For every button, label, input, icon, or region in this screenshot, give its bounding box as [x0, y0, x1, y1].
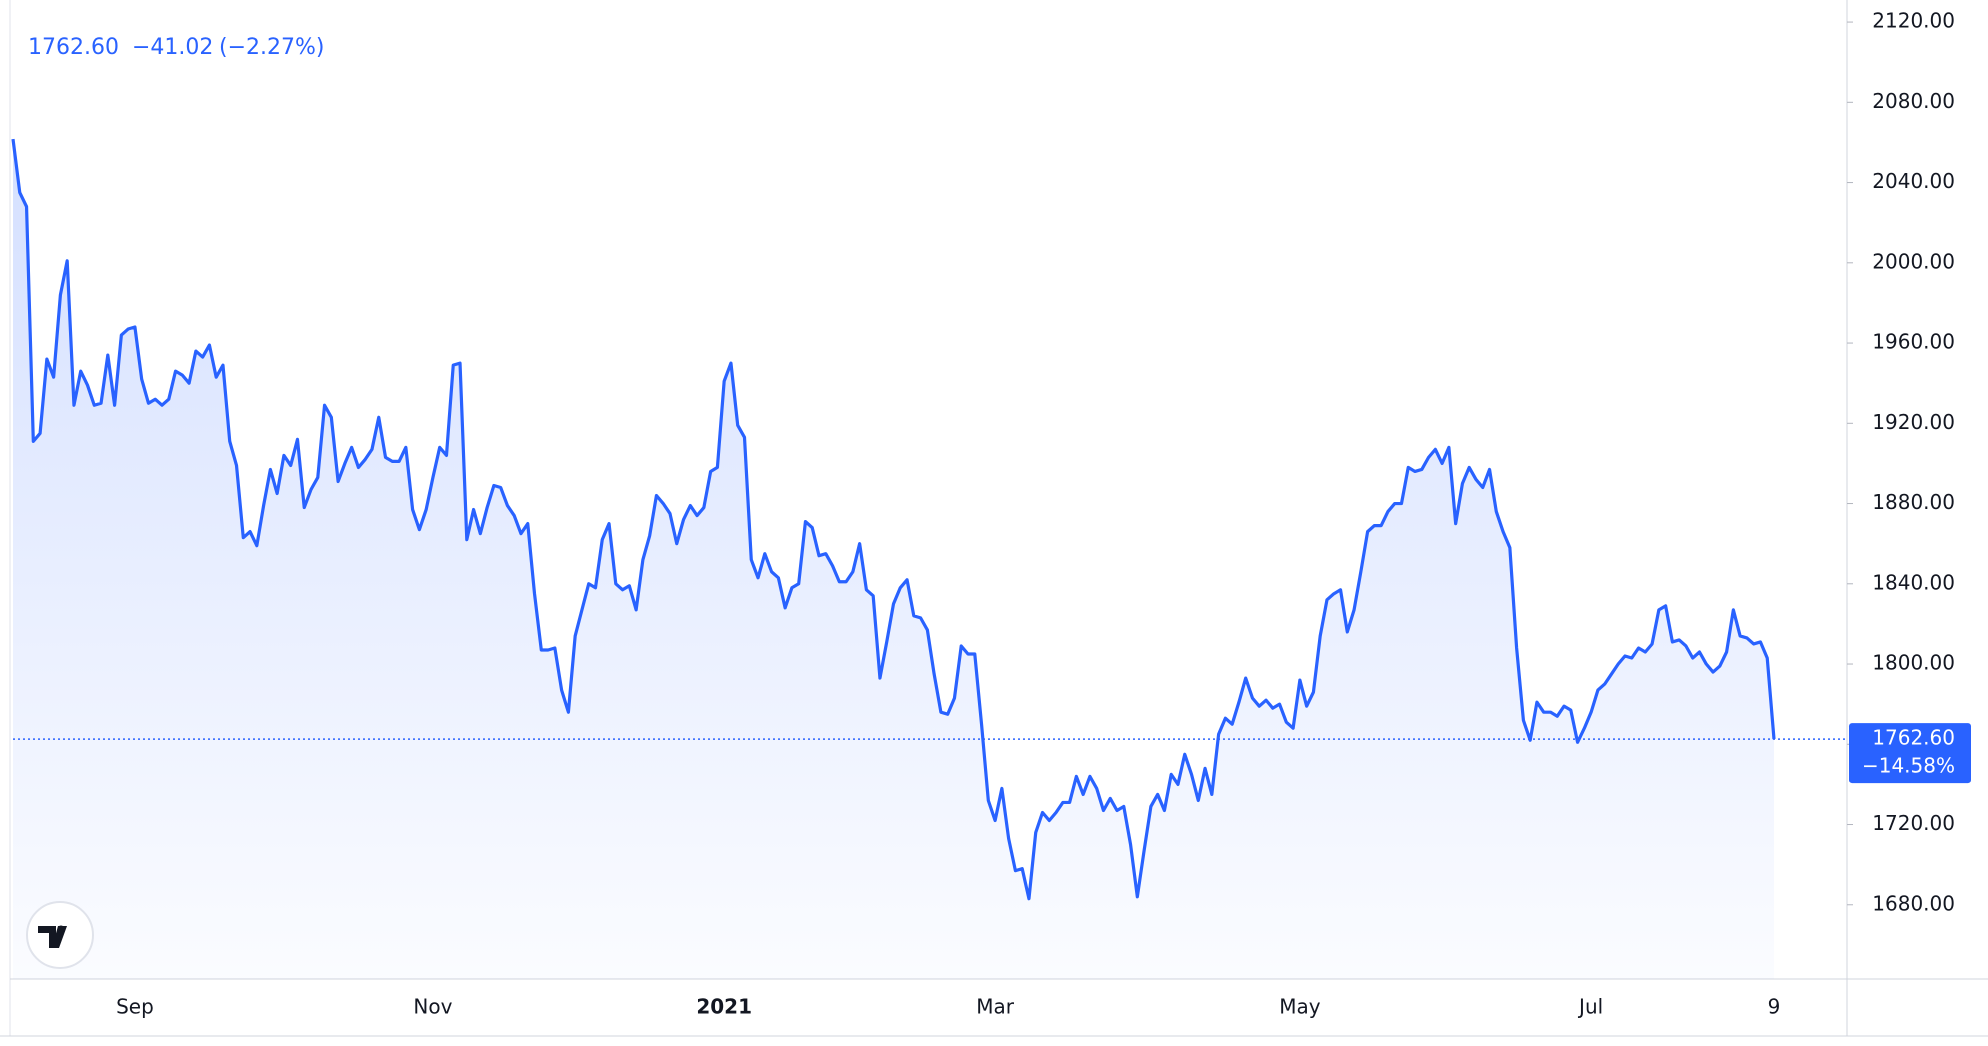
last-price-tag — [1849, 723, 1971, 784]
y-tick-label: 1880.00 — [1872, 490, 1955, 514]
y-tick-label: 1920.00 — [1872, 410, 1955, 434]
y-tick-label: 2120.00 — [1872, 9, 1955, 33]
x-tick-label: 2021 — [696, 995, 752, 1019]
last-price-label: 1762.60 — [1872, 726, 1955, 750]
legend-change-percent: (−2.27%) — [219, 35, 325, 60]
logo — [26, 901, 94, 969]
plot — [11, 138, 1847, 979]
legend-change: −41.02 — [132, 35, 213, 60]
x-tick-label: Mar — [976, 995, 1015, 1019]
y-tick-label: 1960.00 — [1872, 330, 1955, 354]
y-tick-label: 2080.00 — [1872, 89, 1955, 113]
last-change-label: −14.58% — [1862, 754, 1955, 778]
y-tick-label: 1720.00 — [1872, 811, 1955, 835]
x-tick-label: May — [1279, 995, 1321, 1019]
y-tick-label: 1680.00 — [1872, 891, 1955, 915]
y-tick-label: 1800.00 — [1872, 651, 1955, 675]
x-tick-label: 9 — [1768, 995, 1781, 1019]
area-fill — [13, 139, 1774, 979]
y-tick-label: 2000.00 — [1872, 249, 1955, 273]
x-tick-label: Jul — [1577, 995, 1603, 1019]
y-tick-label: 1840.00 — [1872, 570, 1955, 594]
x-tick-label: Nov — [413, 995, 452, 1019]
logo-dot — [57, 925, 65, 933]
legend-price: 1762.60 — [28, 35, 119, 60]
price-line — [11, 138, 1776, 901]
x-tick-label: Sep — [116, 995, 154, 1019]
y-tick-label: 2040.00 — [1872, 169, 1955, 193]
